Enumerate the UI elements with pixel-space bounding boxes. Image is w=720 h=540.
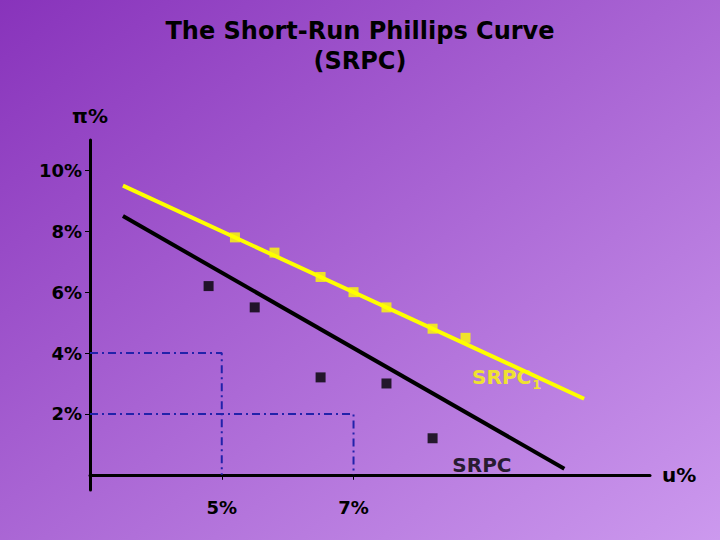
svg-text:1: 1	[532, 377, 541, 392]
svg-text:2%: 2%	[51, 403, 82, 424]
svg-text:u%: u%	[662, 463, 696, 487]
svg-text:(SRPC): (SRPC)	[314, 47, 407, 75]
svg-text:4%: 4%	[51, 343, 82, 364]
svg-text:10%: 10%	[39, 160, 82, 181]
svg-text:SRPC: SRPC	[472, 365, 531, 389]
svg-text:7%: 7%	[338, 497, 369, 518]
svg-text:8%: 8%	[51, 221, 82, 242]
svg-text:SRPC: SRPC	[452, 453, 511, 477]
svg-text:The Short-Run Phillips Curve: The Short-Run Phillips Curve	[165, 17, 554, 45]
svg-text:6%: 6%	[51, 282, 82, 303]
svg-text:π%: π%	[72, 104, 108, 128]
svg-text:5%: 5%	[206, 497, 237, 518]
